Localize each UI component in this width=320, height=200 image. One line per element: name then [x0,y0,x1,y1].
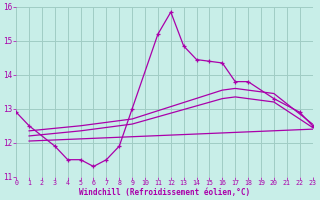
X-axis label: Windchill (Refroidissement éolien,°C): Windchill (Refroidissement éolien,°C) [79,188,250,197]
